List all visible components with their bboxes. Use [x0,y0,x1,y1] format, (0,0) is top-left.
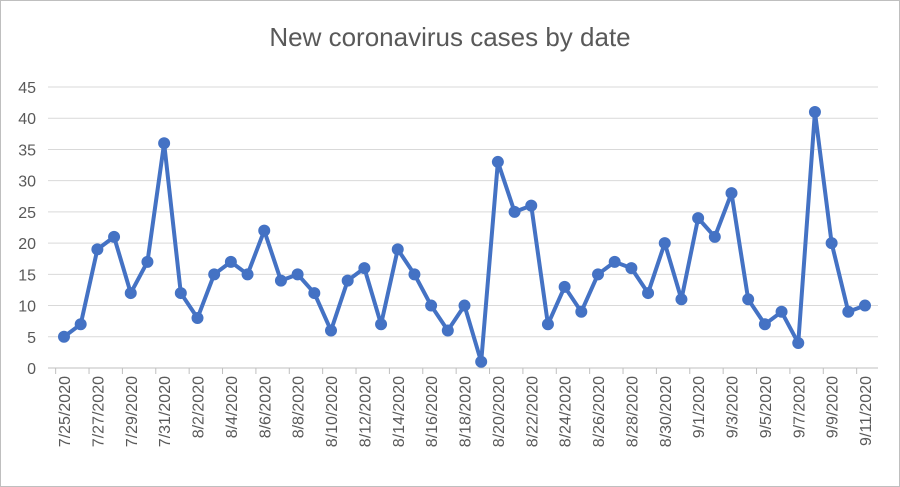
data-point [391,243,404,256]
x-tick-label: 8/12/2020 [357,376,374,447]
y-tick-label: 5 [27,330,36,347]
data-point [625,262,638,275]
x-tick-label: 7/29/2020 [124,376,141,447]
x-tick-label: 7/31/2020 [157,376,174,447]
data-point [525,199,538,212]
data-point [742,293,755,306]
x-tick-label: 8/18/2020 [458,376,475,447]
data-point [808,105,821,118]
data-point [792,337,805,350]
y-tick-label: 15 [18,267,36,284]
data-point [291,268,304,281]
data-point [758,318,771,331]
x-tick-label: 9/7/2020 [791,376,808,438]
data-point [341,274,354,287]
x-tick-label: 8/4/2020 [224,376,241,438]
x-tick-label: 8/24/2020 [558,376,575,447]
data-point [408,268,421,281]
data-point [658,237,671,250]
x-tick-label: 9/9/2020 [825,376,842,438]
data-point [475,355,488,368]
data-point [692,212,705,225]
data-point [708,230,721,243]
x-tick-label: 8/16/2020 [424,376,441,447]
x-tick-label: 7/25/2020 [57,376,74,447]
x-tick-label: 7/27/2020 [90,376,107,447]
x-tick-label: 8/20/2020 [491,376,508,447]
data-point [208,268,221,281]
x-tick-label: 9/3/2020 [725,376,742,438]
data-point [108,230,121,243]
x-tick-label: 8/22/2020 [524,376,541,447]
data-point [174,287,187,300]
data-point [191,312,204,325]
y-tick-label: 25 [18,205,36,222]
data-point [642,287,655,300]
data-point [575,305,588,318]
data-point [675,293,688,306]
data-point [274,274,287,287]
x-tick-label: 8/30/2020 [658,376,675,447]
data-point [558,280,571,293]
x-tick-label: 8/28/2020 [624,376,641,447]
data-point [141,255,154,268]
data-point [842,305,855,318]
chart-title: New coronavirus cases by date [269,22,631,52]
y-tick-label: 20 [18,236,36,253]
data-point [825,237,838,250]
data-point [258,224,271,237]
x-tick-label: 8/6/2020 [257,376,274,438]
data-point [91,243,104,256]
data-point [58,330,70,343]
data-point [425,299,438,312]
x-tick-label: 9/5/2020 [758,376,775,438]
data-point [224,255,237,268]
data-point [74,318,87,331]
data-point [158,137,171,150]
data-point [308,287,321,300]
data-point [775,305,788,318]
data-point [508,205,521,218]
data-point [241,268,254,281]
data-point [325,324,337,337]
data-point [859,299,871,312]
data-point [608,255,621,268]
x-tick-label: 8/2/2020 [191,376,208,438]
data-point [458,299,471,312]
data-point [358,262,371,275]
y-tick-label: 40 [18,111,36,128]
x-tick-label: 9/1/2020 [691,376,708,438]
data-point [124,287,137,300]
x-tick-label: 8/14/2020 [391,376,408,447]
x-tick-label: 8/10/2020 [324,376,341,447]
data-point [375,318,388,331]
x-tick-label: 9/11/2020 [858,376,875,446]
x-tick-label: 8/26/2020 [591,376,608,447]
y-tick-label: 10 [18,299,36,316]
x-tick-label: 8/8/2020 [291,376,308,438]
data-point [491,155,504,168]
y-tick-label: 0 [27,361,36,378]
data-point [541,318,554,331]
y-tick-label: 35 [18,142,36,159]
data-point [441,324,454,337]
y-tick-label: 30 [18,174,36,191]
data-point [592,268,604,281]
data-point [725,187,738,200]
y-tick-label: 45 [18,80,36,97]
